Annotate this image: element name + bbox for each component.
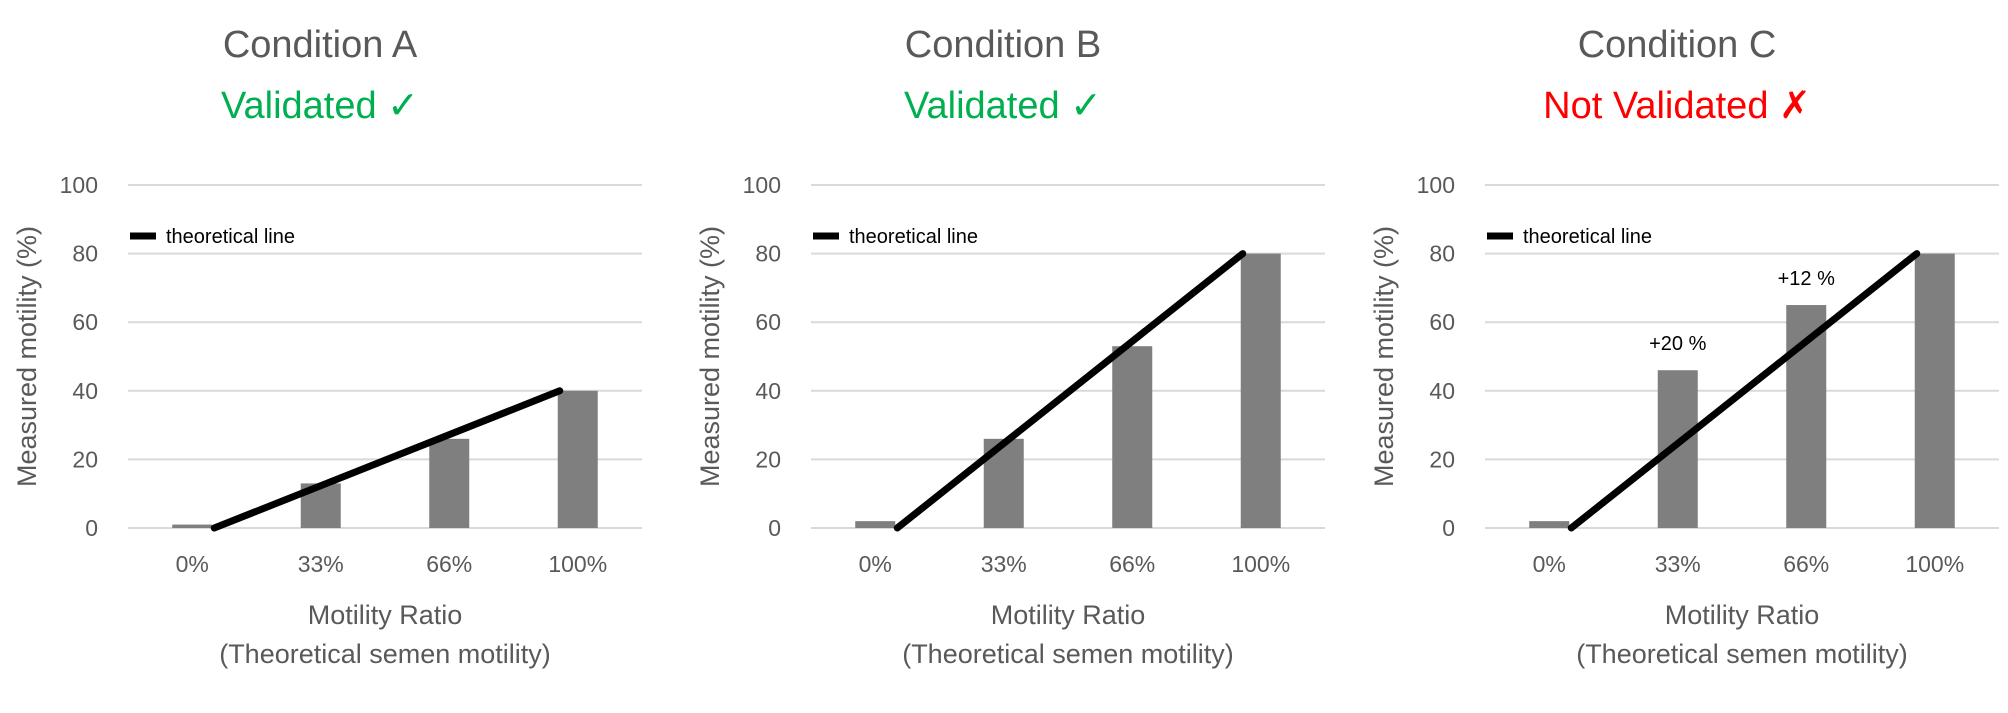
- theoretical-line: [1567, 250, 1921, 532]
- x-tick-label: 100%: [1905, 551, 1964, 577]
- bar: [172, 524, 213, 528]
- bar: [557, 390, 598, 528]
- x-axis-label-2: (Theoretical semen motility): [1576, 639, 1908, 669]
- chart-subtitle: Validated ✓: [904, 85, 1102, 127]
- y-axis-label: Measured motility (%): [1369, 226, 1399, 487]
- y-tick-label: 60: [1429, 309, 1455, 335]
- legend-label: theoretical line: [1523, 226, 1652, 248]
- chart-title: Condition B: [905, 24, 1101, 66]
- x-axis-label: Motility Ratio: [991, 600, 1146, 630]
- bar: [1240, 253, 1281, 528]
- y-axis-label: Measured motility (%): [12, 226, 42, 487]
- bar: [1112, 346, 1153, 528]
- x-tick-label: 100%: [548, 551, 607, 577]
- y-tick-label: 20: [72, 446, 98, 472]
- chart-title: Condition A: [223, 24, 418, 66]
- y-tick-label: 60: [72, 309, 98, 335]
- x-tick-label: 33%: [981, 551, 1027, 577]
- x-axis-label: Motility Ratio: [308, 600, 463, 630]
- x-tick-label: 33%: [298, 551, 344, 577]
- y-tick-label: 20: [1429, 446, 1455, 472]
- bar: [1529, 521, 1570, 528]
- y-tick-label: 100: [1417, 172, 1455, 198]
- y-tick-label: 60: [755, 309, 781, 335]
- chart-subtitle: Validated ✓: [221, 85, 419, 127]
- chart-panel: Condition B Validated ✓ 0 20 40 60 80 100 0% 33% 6…: [695, 24, 1325, 669]
- theoretical-line: [893, 250, 1247, 532]
- x-tick-label: 33%: [1655, 551, 1701, 577]
- legend-label: theoretical line: [849, 226, 978, 248]
- y-tick-label: 100: [743, 172, 781, 198]
- x-axis-label-2: (Theoretical semen motility): [902, 639, 1234, 669]
- x-tick-label: 0%: [176, 551, 209, 577]
- y-tick-label: 40: [1429, 378, 1455, 404]
- chart-panel: Condition C Not Validated ✗ 0 20 40 60 80 100 0%…: [1369, 24, 1999, 669]
- legend-label: theoretical line: [166, 226, 295, 248]
- x-axis-label-2: (Theoretical semen motility): [219, 639, 551, 669]
- y-tick-label: 0: [85, 515, 98, 541]
- bar: [1914, 253, 1955, 528]
- x-tick-label: 0%: [859, 551, 892, 577]
- y-tick-label: 80: [1429, 241, 1455, 267]
- x-tick-label: 100%: [1231, 551, 1290, 577]
- chart-title: Condition C: [1578, 24, 1777, 66]
- y-tick-label: 80: [755, 241, 781, 267]
- data-annotation: +12 %: [1778, 268, 1835, 290]
- y-tick-label: 100: [60, 172, 98, 198]
- x-tick-label: 66%: [426, 551, 472, 577]
- theoretical-line: [210, 387, 564, 532]
- y-tick-label: 0: [768, 515, 781, 541]
- x-tick-label: 0%: [1533, 551, 1566, 577]
- y-tick-label: 40: [755, 378, 781, 404]
- y-tick-label: 0: [1442, 515, 1455, 541]
- bar: [429, 438, 470, 528]
- chart-panel: Condition A Validated ✓ 0 20 40 60 80 100 0% 33% 6…: [12, 24, 642, 669]
- y-tick-label: 40: [72, 378, 98, 404]
- x-tick-label: 66%: [1783, 551, 1829, 577]
- bar: [855, 521, 896, 528]
- y-axis-label: Measured motility (%): [695, 226, 725, 487]
- bar: [1657, 370, 1698, 528]
- x-tick-label: 66%: [1109, 551, 1155, 577]
- data-annotation: +20 %: [1649, 333, 1706, 355]
- y-tick-label: 20: [755, 446, 781, 472]
- y-tick-label: 80: [72, 241, 98, 267]
- chart-subtitle: Not Validated ✗: [1543, 85, 1811, 127]
- x-axis-label: Motility Ratio: [1665, 600, 1820, 630]
